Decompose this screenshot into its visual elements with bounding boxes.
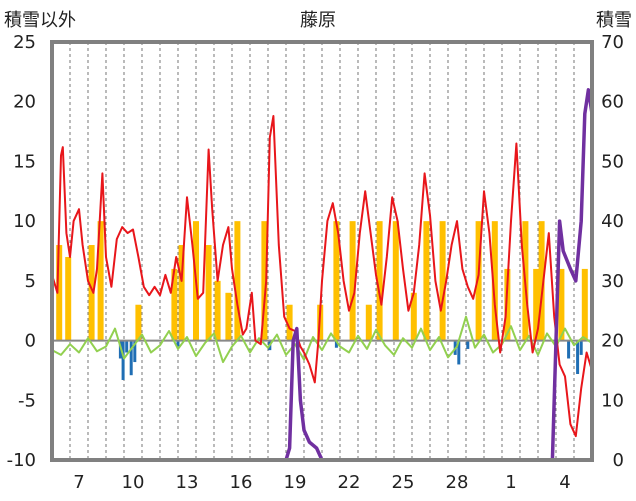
precip-bar [579,340,583,355]
sunshine-bar [475,221,482,341]
precip-bar [133,340,137,363]
sunshine-bar [581,268,588,341]
precip-bar [176,340,180,347]
sunshine-bar [349,221,356,341]
sunshine-bar [261,221,268,341]
left-tick-label: 15 [13,151,36,172]
right-tick-label: 50 [601,151,624,172]
sunshine-bar [410,292,417,341]
x-tick-label: 25 [392,472,415,493]
sunshine-bar [171,268,178,341]
sunshine-bar [56,245,63,341]
x-tick-label: 4 [559,472,570,493]
precip-bar [567,340,571,359]
temperature-line [51,115,593,438]
precip-bar [334,340,338,348]
precip-bar [129,340,133,376]
sunshine-bar [376,221,383,341]
right-tick-label: 40 [601,211,624,232]
precipitation-bars [118,340,583,380]
plot-frame [50,40,594,462]
right-tick-label: 0 [613,450,624,471]
left-tick-label: 25 [13,32,36,53]
right-tick-label: 30 [601,271,624,292]
sunshine-bar [558,268,565,341]
left-tick-label: -5 [18,390,36,411]
right-tick-label: 70 [601,32,624,53]
sunshine-bar [205,245,212,341]
chart-title: 藤原 [300,10,336,31]
precip-bar [125,340,129,353]
left-tick-label: 20 [13,92,36,113]
x-tick-label: 7 [73,472,84,493]
x-tick-label: 19 [284,472,307,493]
precip-bar [466,340,470,349]
sunshine-bars [56,221,588,341]
right-tick-label: 10 [601,390,624,411]
sunshine-bar [491,221,498,341]
right-tick-label: 60 [601,92,624,113]
sunshine-bar [234,221,241,341]
vertical-grid [69,42,575,460]
precip-bar [576,340,580,375]
right-axis-label: 積雪 [596,10,632,31]
sunshine-bar [365,304,372,341]
sunshine-bar [225,292,232,341]
sunshine-bar [97,221,104,341]
x-tick-label: 1 [505,472,516,493]
left-tick-label: 0 [25,331,36,352]
sunshine-bar [65,256,72,341]
sunshine-bar [135,304,142,341]
x-tick-label: 13 [176,472,199,493]
left-axis-label: 積雪以外 [4,10,76,31]
sunshine-bar [286,304,293,341]
sunshine-bar [333,221,340,341]
sunshine-bar [392,221,399,341]
sunshine-bar [88,245,95,341]
x-tick-label: 22 [338,472,361,493]
sunshine-bar [214,280,221,341]
sunshine-bar [504,268,511,341]
left-tick-label: 10 [13,211,36,232]
sunshine-bar [423,221,430,341]
sunshine-bar [538,221,545,341]
sunshine-bar [178,245,185,341]
sunshine-bar [439,221,446,341]
precip-bar [457,340,461,365]
left-tick-label: 5 [25,271,36,292]
right-tick-label: 20 [601,331,624,352]
x-tick-label: 28 [446,472,469,493]
x-tick-label: 16 [230,472,253,493]
x-tick-label: 10 [122,472,145,493]
left-tick-label: -10 [7,450,36,471]
sunshine-bar [533,268,540,341]
precip-bar [121,340,125,380]
